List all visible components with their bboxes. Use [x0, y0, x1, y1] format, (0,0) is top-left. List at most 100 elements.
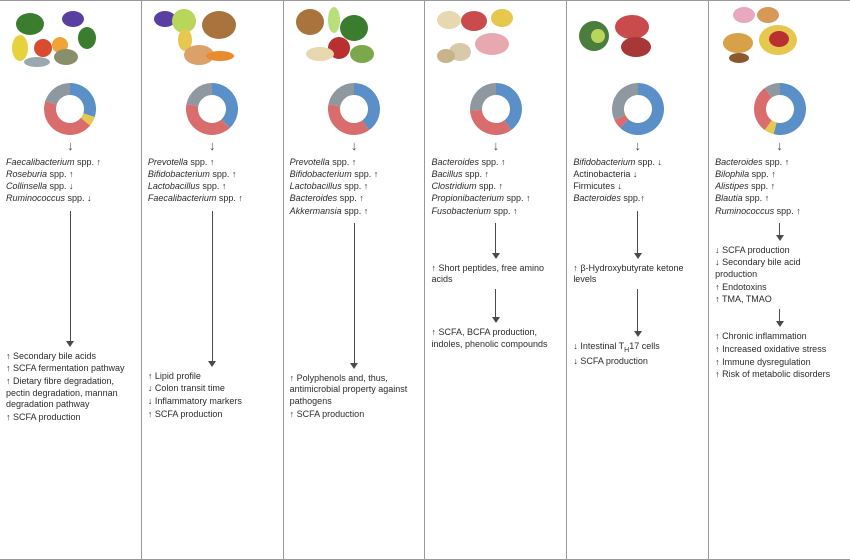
- food-item: [328, 7, 340, 33]
- donut-slice: [612, 83, 638, 120]
- donut-chart: [186, 83, 238, 135]
- flow-arrow: [148, 209, 277, 369]
- donut-slice: [470, 110, 511, 135]
- mid-effects-list: ↑ Short peptides, free amino acids: [431, 261, 560, 287]
- donut-slice: [70, 83, 96, 117]
- species-item: Ruminococcus spp. ↓: [6, 192, 135, 204]
- effect-item: ↑ SCFA production: [290, 409, 419, 421]
- food-cluster: [431, 5, 560, 77]
- species-list: Bacteroides spp. ↑Bilophila spp. ↑Alisti…: [715, 156, 844, 221]
- food-illustration: [573, 5, 702, 77]
- diet-column: ↓Faecalibacterium spp. ↑Roseburia spp. ↑…: [0, 1, 142, 559]
- donut-chart: [470, 83, 522, 135]
- mid-effects-list: ↑ β-Hydroxybutyrate ketone levels: [573, 261, 702, 287]
- species-item: Ruminococcus spp. ↑: [715, 205, 844, 217]
- food-item: [437, 49, 455, 63]
- flow-arrow: [290, 221, 419, 371]
- species-item: Collinsella spp. ↓: [6, 180, 135, 192]
- food-item: [350, 45, 374, 63]
- effect-item: ↑ SCFA production: [148, 409, 277, 421]
- food-item: [475, 33, 509, 55]
- donut-wrap: [148, 77, 277, 137]
- species-item: Clostridium spp. ↑: [431, 180, 560, 192]
- food-item: [621, 37, 651, 57]
- flow-arrow: [431, 287, 560, 325]
- effects-list: ↑ SCFA, BCFA production, indoles, phenol…: [431, 325, 560, 351]
- donut-wrap: [290, 77, 419, 137]
- food-item: [306, 47, 334, 61]
- effects-list: ↑ Lipid profile↓ Colon transit time↓ Inf…: [148, 369, 277, 422]
- species-item: Propionibacterium spp. ↑: [431, 192, 560, 204]
- species-list: Prevotella spp. ↑Bifidobacterium spp. ↑L…: [290, 156, 419, 221]
- effects-list: ↓ Intestinal TH17 cells↓ SCFA production: [573, 339, 702, 369]
- food-item: [16, 13, 44, 35]
- food-item: [729, 53, 749, 63]
- species-list: Bifidobacterium spp. ↓Actinobacteria ↓Fi…: [573, 156, 702, 209]
- species-item: Prevotella spp. ↑: [148, 156, 277, 168]
- food-item: [202, 11, 236, 39]
- diet-columns-grid: ↓Faecalibacterium spp. ↑Roseburia spp. ↑…: [0, 0, 850, 560]
- donut-chart: [612, 83, 664, 135]
- effect-item: ↑ Chronic inflammation: [715, 331, 844, 343]
- species-item: Bifidobacterium spp. ↑: [148, 168, 277, 180]
- food-item: [340, 15, 368, 41]
- food-item: [757, 7, 779, 23]
- species-list: Prevotella spp. ↑Bifidobacterium spp. ↑L…: [148, 156, 277, 209]
- effect-item: ↓ Secondary bile acid production: [715, 257, 844, 280]
- food-item: [437, 11, 461, 29]
- species-item: Bifidobacterium spp. ↑: [290, 168, 419, 180]
- diet-column: ↓Bacteroides spp. ↑Bilophila spp. ↑Alist…: [709, 1, 850, 559]
- food-illustration: [6, 5, 135, 77]
- food-item: [296, 9, 324, 35]
- donut-slice: [212, 83, 238, 128]
- food-item: [54, 49, 78, 65]
- species-item: Bifidobacterium spp. ↓: [573, 156, 702, 168]
- effect-item: ↓ Intestinal TH17 cells: [573, 341, 702, 355]
- donut-slice: [46, 83, 71, 105]
- food-item: [206, 51, 234, 61]
- arrow-down-icon: ↓: [431, 137, 560, 156]
- species-item: Akkermansia spp. ↑: [290, 205, 419, 217]
- effect-item: ↑ Polyphenols and, thus, antimicrobial p…: [290, 373, 419, 408]
- donut-slice: [187, 83, 213, 106]
- effects-list: ↑ Secondary bile acids↑ SCFA fermentatio…: [6, 349, 135, 425]
- effects-list: ↑ Chronic inflammation↑ Increased oxidat…: [715, 329, 844, 382]
- species-list: Faecalibacterium spp. ↑Roseburia spp. ↑C…: [6, 156, 135, 209]
- effect-item: ↑ Immune dysregulation: [715, 357, 844, 369]
- effect-item: ↑ Short peptides, free amino acids: [431, 263, 560, 286]
- diet-column: ↓Bacteroides spp. ↑Bacillus spp. ↑Clostr…: [425, 1, 567, 559]
- arrow-down-icon: ↓: [148, 137, 277, 156]
- food-item: [723, 33, 753, 53]
- effect-item: ↑ β-Hydroxybutyrate ketone levels: [573, 263, 702, 286]
- food-item: [24, 57, 50, 67]
- species-item: Lactobacillus spp. ↑: [290, 180, 419, 192]
- diet-column: ↓Bifidobacterium spp. ↓Actinobacteria ↓F…: [567, 1, 709, 559]
- species-item: Firmicutes ↓: [573, 180, 702, 192]
- diet-column: ↓Prevotella spp. ↑Bifidobacterium spp. ↑…: [142, 1, 284, 559]
- food-item: [78, 27, 96, 49]
- arrow-down-icon: ↓: [573, 137, 702, 156]
- food-illustration: [715, 5, 844, 77]
- donut-slice: [470, 83, 496, 111]
- species-list: Bacteroides spp. ↑Bacillus spp. ↑Clostri…: [431, 156, 560, 221]
- effect-item: ↑ Lipid profile: [148, 371, 277, 383]
- donut-slice: [754, 88, 772, 130]
- food-item: [491, 9, 513, 27]
- species-item: Blautia spp. ↑: [715, 192, 844, 204]
- effect-item: ↓ Colon transit time: [148, 383, 277, 395]
- species-item: Faecalibacterium spp. ↑: [6, 156, 135, 168]
- donut-wrap: [715, 77, 844, 137]
- flow-arrow: [573, 209, 702, 261]
- species-item: Prevotella spp. ↑: [290, 156, 419, 168]
- effect-item: ↑ Increased oxidative stress: [715, 344, 844, 356]
- species-item: Alistipes spp. ↑: [715, 180, 844, 192]
- food-item: [769, 31, 789, 47]
- flow-arrow: [715, 307, 844, 329]
- effect-item: ↑ Risk of metabolic disorders: [715, 369, 844, 381]
- arrow-down-icon: ↓: [6, 137, 135, 156]
- flow-arrow: [431, 221, 560, 261]
- effect-item: ↓ SCFA production: [715, 245, 844, 257]
- species-item: Bacteroides spp. ↑: [290, 192, 419, 204]
- species-item: Bacteroides spp. ↑: [431, 156, 560, 168]
- food-illustration: [290, 5, 419, 77]
